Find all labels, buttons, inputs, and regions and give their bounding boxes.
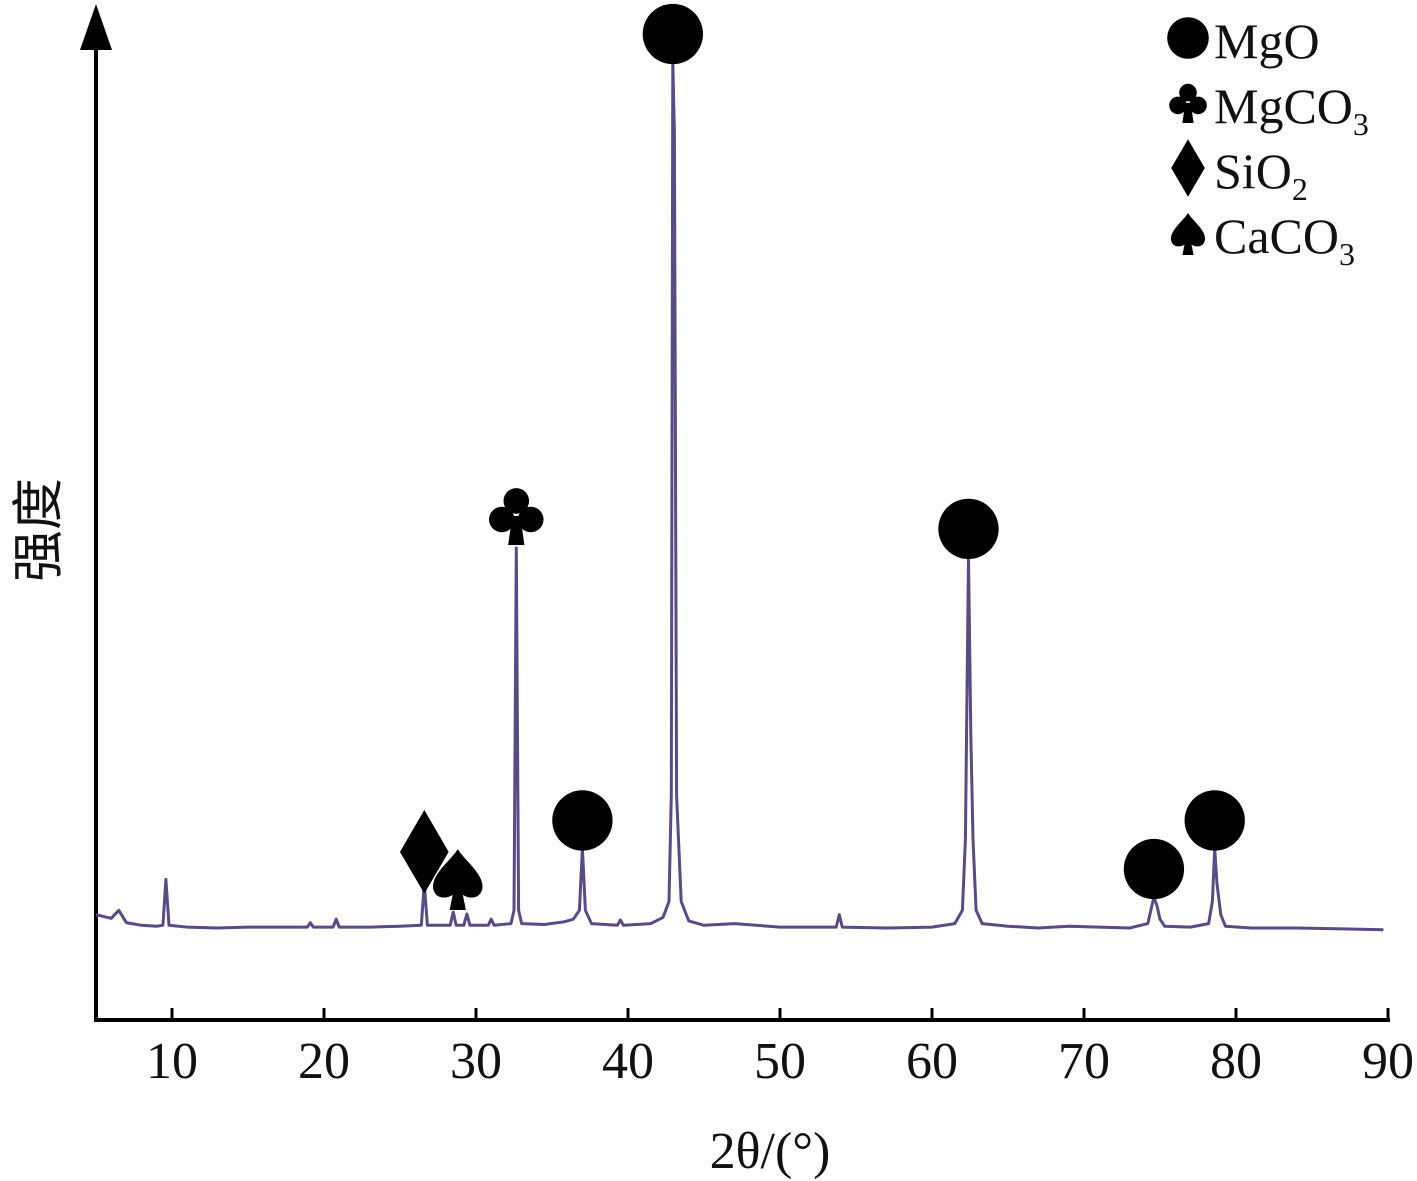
legend-symbol-diamond <box>1171 139 1205 197</box>
x-ticks: 10 20 30 40 50 60 70 80 90 <box>146 1008 1414 1090</box>
legend-label: MgCO3 <box>1214 78 1369 142</box>
peak-marker-spade <box>433 849 483 910</box>
axes <box>80 4 1390 1022</box>
x-tick-label: 60 <box>906 1033 958 1090</box>
peak-marker-circle <box>1123 838 1185 900</box>
peak-marker-circle <box>552 790 613 851</box>
y-axis-arrow <box>80 4 112 50</box>
x-axis-title: 2θ/(°) <box>710 1123 831 1180</box>
x-tick-label: 70 <box>1058 1033 1110 1090</box>
peak-markers <box>399 3 1245 910</box>
peak-marker-circle <box>1184 790 1245 851</box>
legend-label: SiO2 <box>1214 143 1308 207</box>
legend-symbol-circle <box>1167 17 1209 59</box>
peak-marker-diamond <box>399 810 449 894</box>
x-tick-label: 90 <box>1362 1033 1414 1090</box>
legend-label: CaCO3 <box>1214 208 1355 272</box>
legend-symbol-spade <box>1170 213 1206 255</box>
peak-marker-circle <box>642 3 704 65</box>
y-axis-title: 强度 <box>12 478 69 582</box>
legend-label: MgO <box>1214 13 1320 69</box>
x-tick-label: 50 <box>754 1033 806 1090</box>
x-tick-label: 20 <box>298 1033 350 1090</box>
x-tick-label: 10 <box>146 1033 198 1090</box>
x-tick-label: 80 <box>1210 1033 1262 1090</box>
peak-marker-club <box>489 488 544 546</box>
legend-symbol-club <box>1169 83 1207 123</box>
x-tick-label: 40 <box>602 1033 654 1090</box>
series-line <box>95 60 1384 932</box>
peak-marker-circle <box>938 498 999 560</box>
x-tick-label: 30 <box>450 1033 502 1090</box>
